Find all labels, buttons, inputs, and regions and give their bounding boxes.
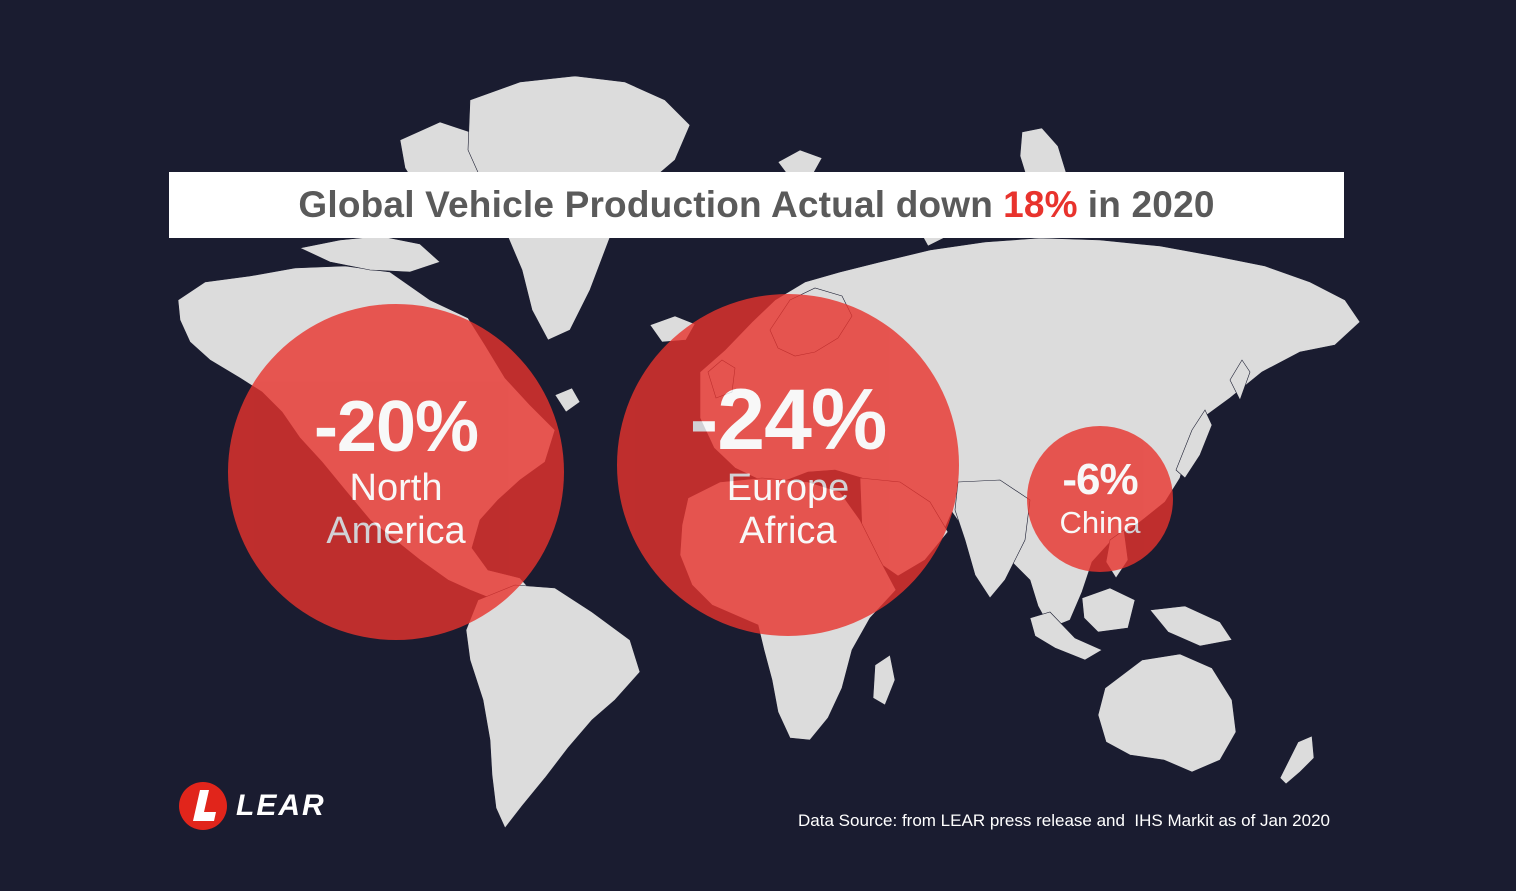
europe-africa-value: -24% <box>689 372 888 469</box>
china-value: -6% <box>1062 454 1138 504</box>
madagascar <box>872 654 896 706</box>
lear-logo-text: LEAR <box>236 789 326 822</box>
europe-africa-label-line1: Europe <box>726 467 850 510</box>
india <box>954 479 1031 599</box>
lear-logo-mark-icon <box>179 782 227 830</box>
newfoundland <box>554 387 581 413</box>
sumatra-java <box>1029 611 1103 661</box>
new-guinea <box>1149 605 1233 647</box>
japan <box>1175 409 1213 479</box>
title-prefix: Global Vehicle Production Actual down <box>298 184 994 225</box>
borneo <box>1081 587 1136 633</box>
title-suffix: in 2020 <box>1087 184 1215 225</box>
china-label: China <box>1059 504 1141 540</box>
north-america-label-line2: America <box>326 510 466 552</box>
north-america-label: North America <box>296 467 496 552</box>
europe-africa-bubble: -24% Europe Africa <box>617 294 959 636</box>
lear-logo: LEAR <box>178 781 326 831</box>
south-america <box>465 584 641 829</box>
europe-africa-label-line2: Africa <box>739 510 837 552</box>
australia <box>1097 653 1237 773</box>
new-zealand <box>1279 735 1315 785</box>
north-america-label-line1: North <box>349 467 443 510</box>
north-america-value: -20% <box>313 387 479 468</box>
europe-africa-label: Europe Africa <box>688 467 888 552</box>
title-highlight: 18% <box>1003 184 1078 225</box>
north-america-bubble: -20% North America <box>228 304 564 640</box>
title-banner: Global Vehicle Production Actual down 18… <box>169 172 1344 238</box>
data-source-note: Data Source: from LEAR press release and… <box>798 811 1330 830</box>
china-bubble: -6% China <box>1027 426 1173 572</box>
sakhalin <box>1229 359 1251 401</box>
arctic-islands <box>299 235 441 273</box>
